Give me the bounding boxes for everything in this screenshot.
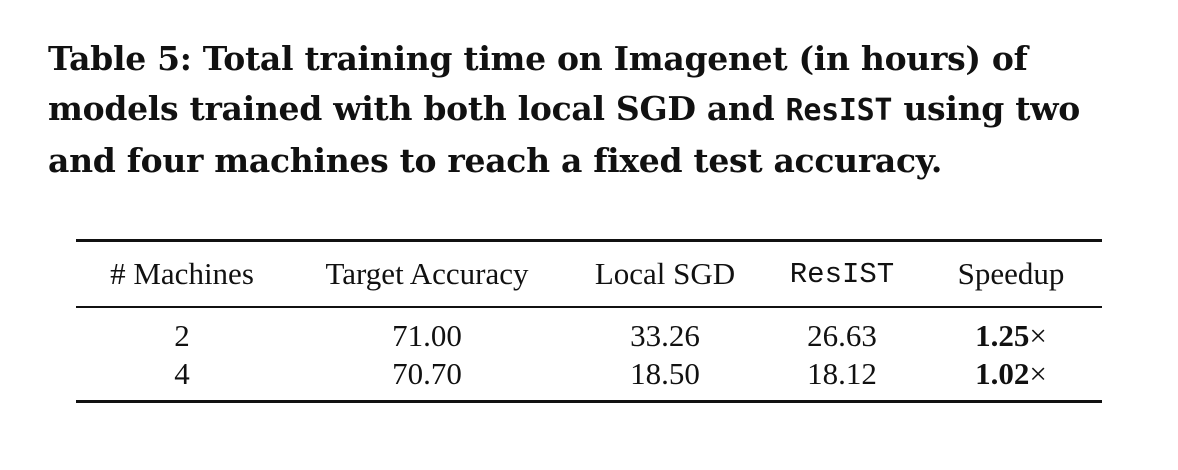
results-table-container: # Machines Target Accuracy Local SGD Res… [76,239,1102,403]
cell-target-accuracy: 71.00 [392,318,462,353]
caption-method-name: ResIST [785,93,893,128]
cell-local-sgd: 18.50 [630,356,700,391]
cell-target-accuracy: 70.70 [392,356,462,391]
cell-machines: 4 [174,356,190,391]
table-caption: Table 5: Total training time on Imagenet… [48,34,1148,186]
table-row: 2 71.00 33.26 26.63 1.25× [76,307,1102,354]
caption-text-end: using two and four machines to reach a f… [48,89,1080,180]
cell-machines: 2 [174,318,190,353]
cell-local-sgd: 33.26 [630,318,700,353]
results-table: # Machines Target Accuracy Local SGD Res… [76,239,1102,403]
speedup-unit: × [1029,356,1047,391]
header-speedup: Speedup [957,256,1065,291]
header-machines: # Machines [110,256,254,291]
table-header-row: # Machines Target Accuracy Local SGD Res… [76,240,1102,307]
caption-text: Table 5: Total training time on Imagenet… [48,39,1028,128]
cell-speedup: 1.02× [920,354,1102,402]
header-local-sgd: Local SGD [594,256,736,291]
table-row: 4 70.70 18.50 18.12 1.02× [76,354,1102,402]
cell-resist: 26.63 [807,318,877,353]
cell-resist: 18.12 [807,356,877,391]
speedup-value: 1.25 [975,318,1030,353]
cell-speedup: 1.25× [920,307,1102,354]
speedup-value: 1.02 [975,356,1030,391]
speedup-unit: × [1029,318,1047,353]
header-target-accuracy: Target Accuracy [325,256,529,291]
header-resist: ResIST [789,257,895,291]
